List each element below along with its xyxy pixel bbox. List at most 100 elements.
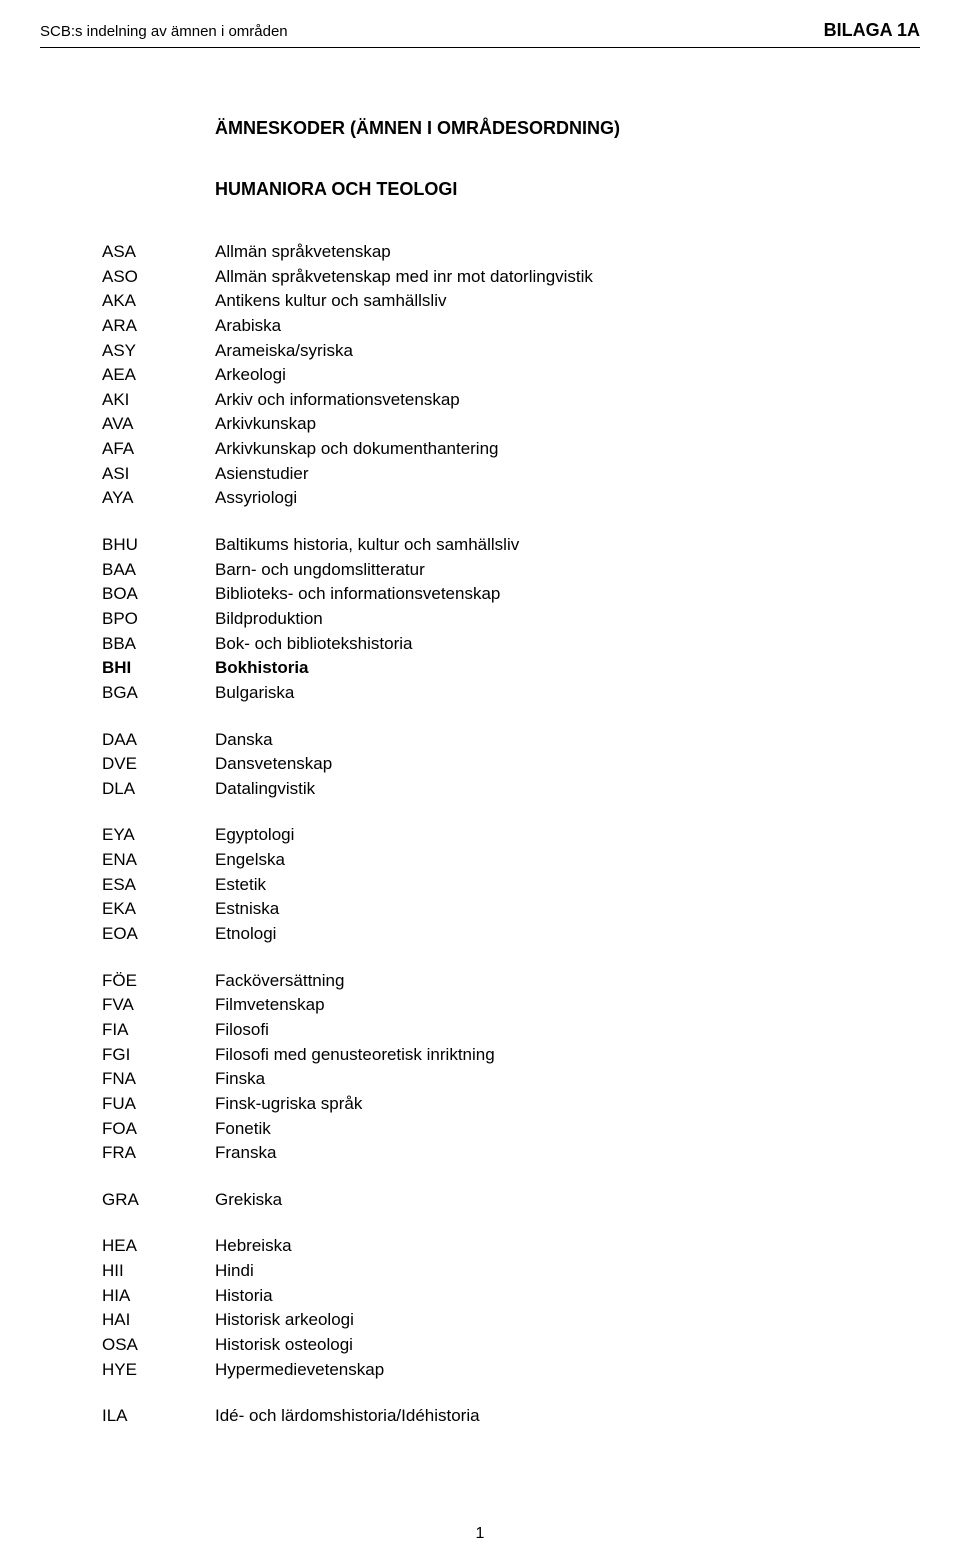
subject-code: EKA xyxy=(102,897,215,922)
subject-description: Allmän språkvetenskap med inr mot datorl… xyxy=(215,265,920,290)
subject-code: DAA xyxy=(102,728,215,753)
subject-code: HII xyxy=(102,1259,215,1284)
subject-description: Datalingvistik xyxy=(215,777,920,802)
code-group: ILAIdé- och lärdomshistoria/Idéhistoria xyxy=(102,1404,920,1429)
subject-code: GRA xyxy=(102,1188,215,1213)
code-row: DLADatalingvistik xyxy=(102,777,920,802)
subject-code: ENA xyxy=(102,848,215,873)
subject-code: HYE xyxy=(102,1358,215,1383)
code-row: HAIHistorisk arkeologi xyxy=(102,1308,920,1333)
subject-code: AEA xyxy=(102,363,215,388)
subject-description: Historisk osteologi xyxy=(215,1333,920,1358)
code-row: FGIFilosofi med genusteoretisk inriktnin… xyxy=(102,1043,920,1068)
subject-description: Assyriologi xyxy=(215,486,920,511)
subject-code: FOA xyxy=(102,1117,215,1142)
code-row: AEAArkeologi xyxy=(102,363,920,388)
code-row: BBABok- och bibliotekshistoria xyxy=(102,632,920,657)
subject-code: ARA xyxy=(102,314,215,339)
code-row: FVAFilmvetenskap xyxy=(102,993,920,1018)
code-row: BOABiblioteks- och informationsvetenskap xyxy=(102,582,920,607)
code-row: BPOBildproduktion xyxy=(102,607,920,632)
subject-description: Facköversättning xyxy=(215,969,920,994)
code-group: FÖEFacköversättningFVAFilmvetenskapFIAFi… xyxy=(102,969,920,1166)
code-row: FIAFilosofi xyxy=(102,1018,920,1043)
subject-description: Estetik xyxy=(215,873,920,898)
subject-description: Etnologi xyxy=(215,922,920,947)
subject-description: Historia xyxy=(215,1284,920,1309)
subject-description: Baltikums historia, kultur och samhällsl… xyxy=(215,533,920,558)
code-row: OSAHistorisk osteologi xyxy=(102,1333,920,1358)
subject-description: Engelska xyxy=(215,848,920,873)
subject-description: Filosofi xyxy=(215,1018,920,1043)
subject-code: AVA xyxy=(102,412,215,437)
subject-code: EOA xyxy=(102,922,215,947)
subject-code: EYA xyxy=(102,823,215,848)
subject-description: Allmän språkvetenskap xyxy=(215,240,920,265)
subject-code: ASI xyxy=(102,462,215,487)
page-number: 1 xyxy=(0,1525,960,1543)
code-group: BHUBaltikums historia, kultur och samhäl… xyxy=(102,533,920,705)
subject-description: Filosofi med genusteoretisk inriktning xyxy=(215,1043,920,1068)
code-row: HEAHebreiska xyxy=(102,1234,920,1259)
subject-code: BHU xyxy=(102,533,215,558)
code-row: FUAFinsk-ugriska språk xyxy=(102,1092,920,1117)
subject-description: Hindi xyxy=(215,1259,920,1284)
code-group: EYAEgyptologiENAEngelskaESAEstetikEKAEst… xyxy=(102,823,920,946)
code-row: FOAFonetik xyxy=(102,1117,920,1142)
code-row: AKAAntikens kultur och samhällsliv xyxy=(102,289,920,314)
subject-code: AKA xyxy=(102,289,215,314)
subject-description: Arameiska/syriska xyxy=(215,339,920,364)
subject-description: Bok- och bibliotekshistoria xyxy=(215,632,920,657)
code-row: DAADanska xyxy=(102,728,920,753)
code-row: ASOAllmän språkvetenskap med inr mot dat… xyxy=(102,265,920,290)
code-row: ESAEstetik xyxy=(102,873,920,898)
code-row: AKIArkiv och informationsvetenskap xyxy=(102,388,920,413)
subject-description: Arkeologi xyxy=(215,363,920,388)
header-divider xyxy=(40,47,920,48)
code-row: EOAEtnologi xyxy=(102,922,920,947)
code-row: BAABarn- och ungdomslitteratur xyxy=(102,558,920,583)
subject-description: Antikens kultur och samhällsliv xyxy=(215,289,920,314)
subject-code: BGA xyxy=(102,681,215,706)
code-row: FNAFinska xyxy=(102,1067,920,1092)
code-group: GRAGrekiska xyxy=(102,1188,920,1213)
subject-code: BHI xyxy=(102,656,215,681)
subject-code: ASO xyxy=(102,265,215,290)
subject-code: ILA xyxy=(102,1404,215,1429)
subject-code: HAI xyxy=(102,1308,215,1333)
subject-code: FVA xyxy=(102,993,215,1018)
code-row: HIIHindi xyxy=(102,1259,920,1284)
subject-description: Bokhistoria xyxy=(215,656,920,681)
code-row: HYEHypermedievetenskap xyxy=(102,1358,920,1383)
code-row: FRAFranska xyxy=(102,1141,920,1166)
subject-code: FNA xyxy=(102,1067,215,1092)
subject-description: Finska xyxy=(215,1067,920,1092)
subject-code: BPO xyxy=(102,607,215,632)
code-row: ASAAllmän språkvetenskap xyxy=(102,240,920,265)
code-group: DAADanskaDVEDansvetenskapDLADatalingvist… xyxy=(102,728,920,802)
code-group: HEAHebreiskaHIIHindiHIAHistoriaHAIHistor… xyxy=(102,1234,920,1382)
subject-description: Arabiska xyxy=(215,314,920,339)
code-row: FÖEFacköversättning xyxy=(102,969,920,994)
code-row: BHUBaltikums historia, kultur och samhäl… xyxy=(102,533,920,558)
code-group: ASAAllmän språkvetenskapASOAllmän språkv… xyxy=(102,240,920,511)
header-left-text: SCB:s indelning av ämnen i områden xyxy=(40,23,288,40)
subject-description: Arkiv och informationsvetenskap xyxy=(215,388,920,413)
subject-code: BBA xyxy=(102,632,215,657)
subject-code: ASY xyxy=(102,339,215,364)
code-row: ILAIdé- och lärdomshistoria/Idéhistoria xyxy=(102,1404,920,1429)
subject-description: Historisk arkeologi xyxy=(215,1308,920,1333)
document-header: SCB:s indelning av ämnen i områden BILAG… xyxy=(40,20,920,41)
subject-description: Barn- och ungdomslitteratur xyxy=(215,558,920,583)
subject-code: FÖE xyxy=(102,969,215,994)
code-row: BGABulgariska xyxy=(102,681,920,706)
code-row: HIAHistoria xyxy=(102,1284,920,1309)
subject-description: Idé- och lärdomshistoria/Idéhistoria xyxy=(215,1404,920,1429)
subject-code: FUA xyxy=(102,1092,215,1117)
subject-description: Hebreiska xyxy=(215,1234,920,1259)
code-row: AYAAssyriologi xyxy=(102,486,920,511)
subject-description: Arkivkunskap och dokumenthantering xyxy=(215,437,920,462)
code-row: EYAEgyptologi xyxy=(102,823,920,848)
title-block: ÄMNESKODER (ÄMNEN I OMRÅDESORDNING) HUMA… xyxy=(215,118,920,200)
subject-code: ESA xyxy=(102,873,215,898)
